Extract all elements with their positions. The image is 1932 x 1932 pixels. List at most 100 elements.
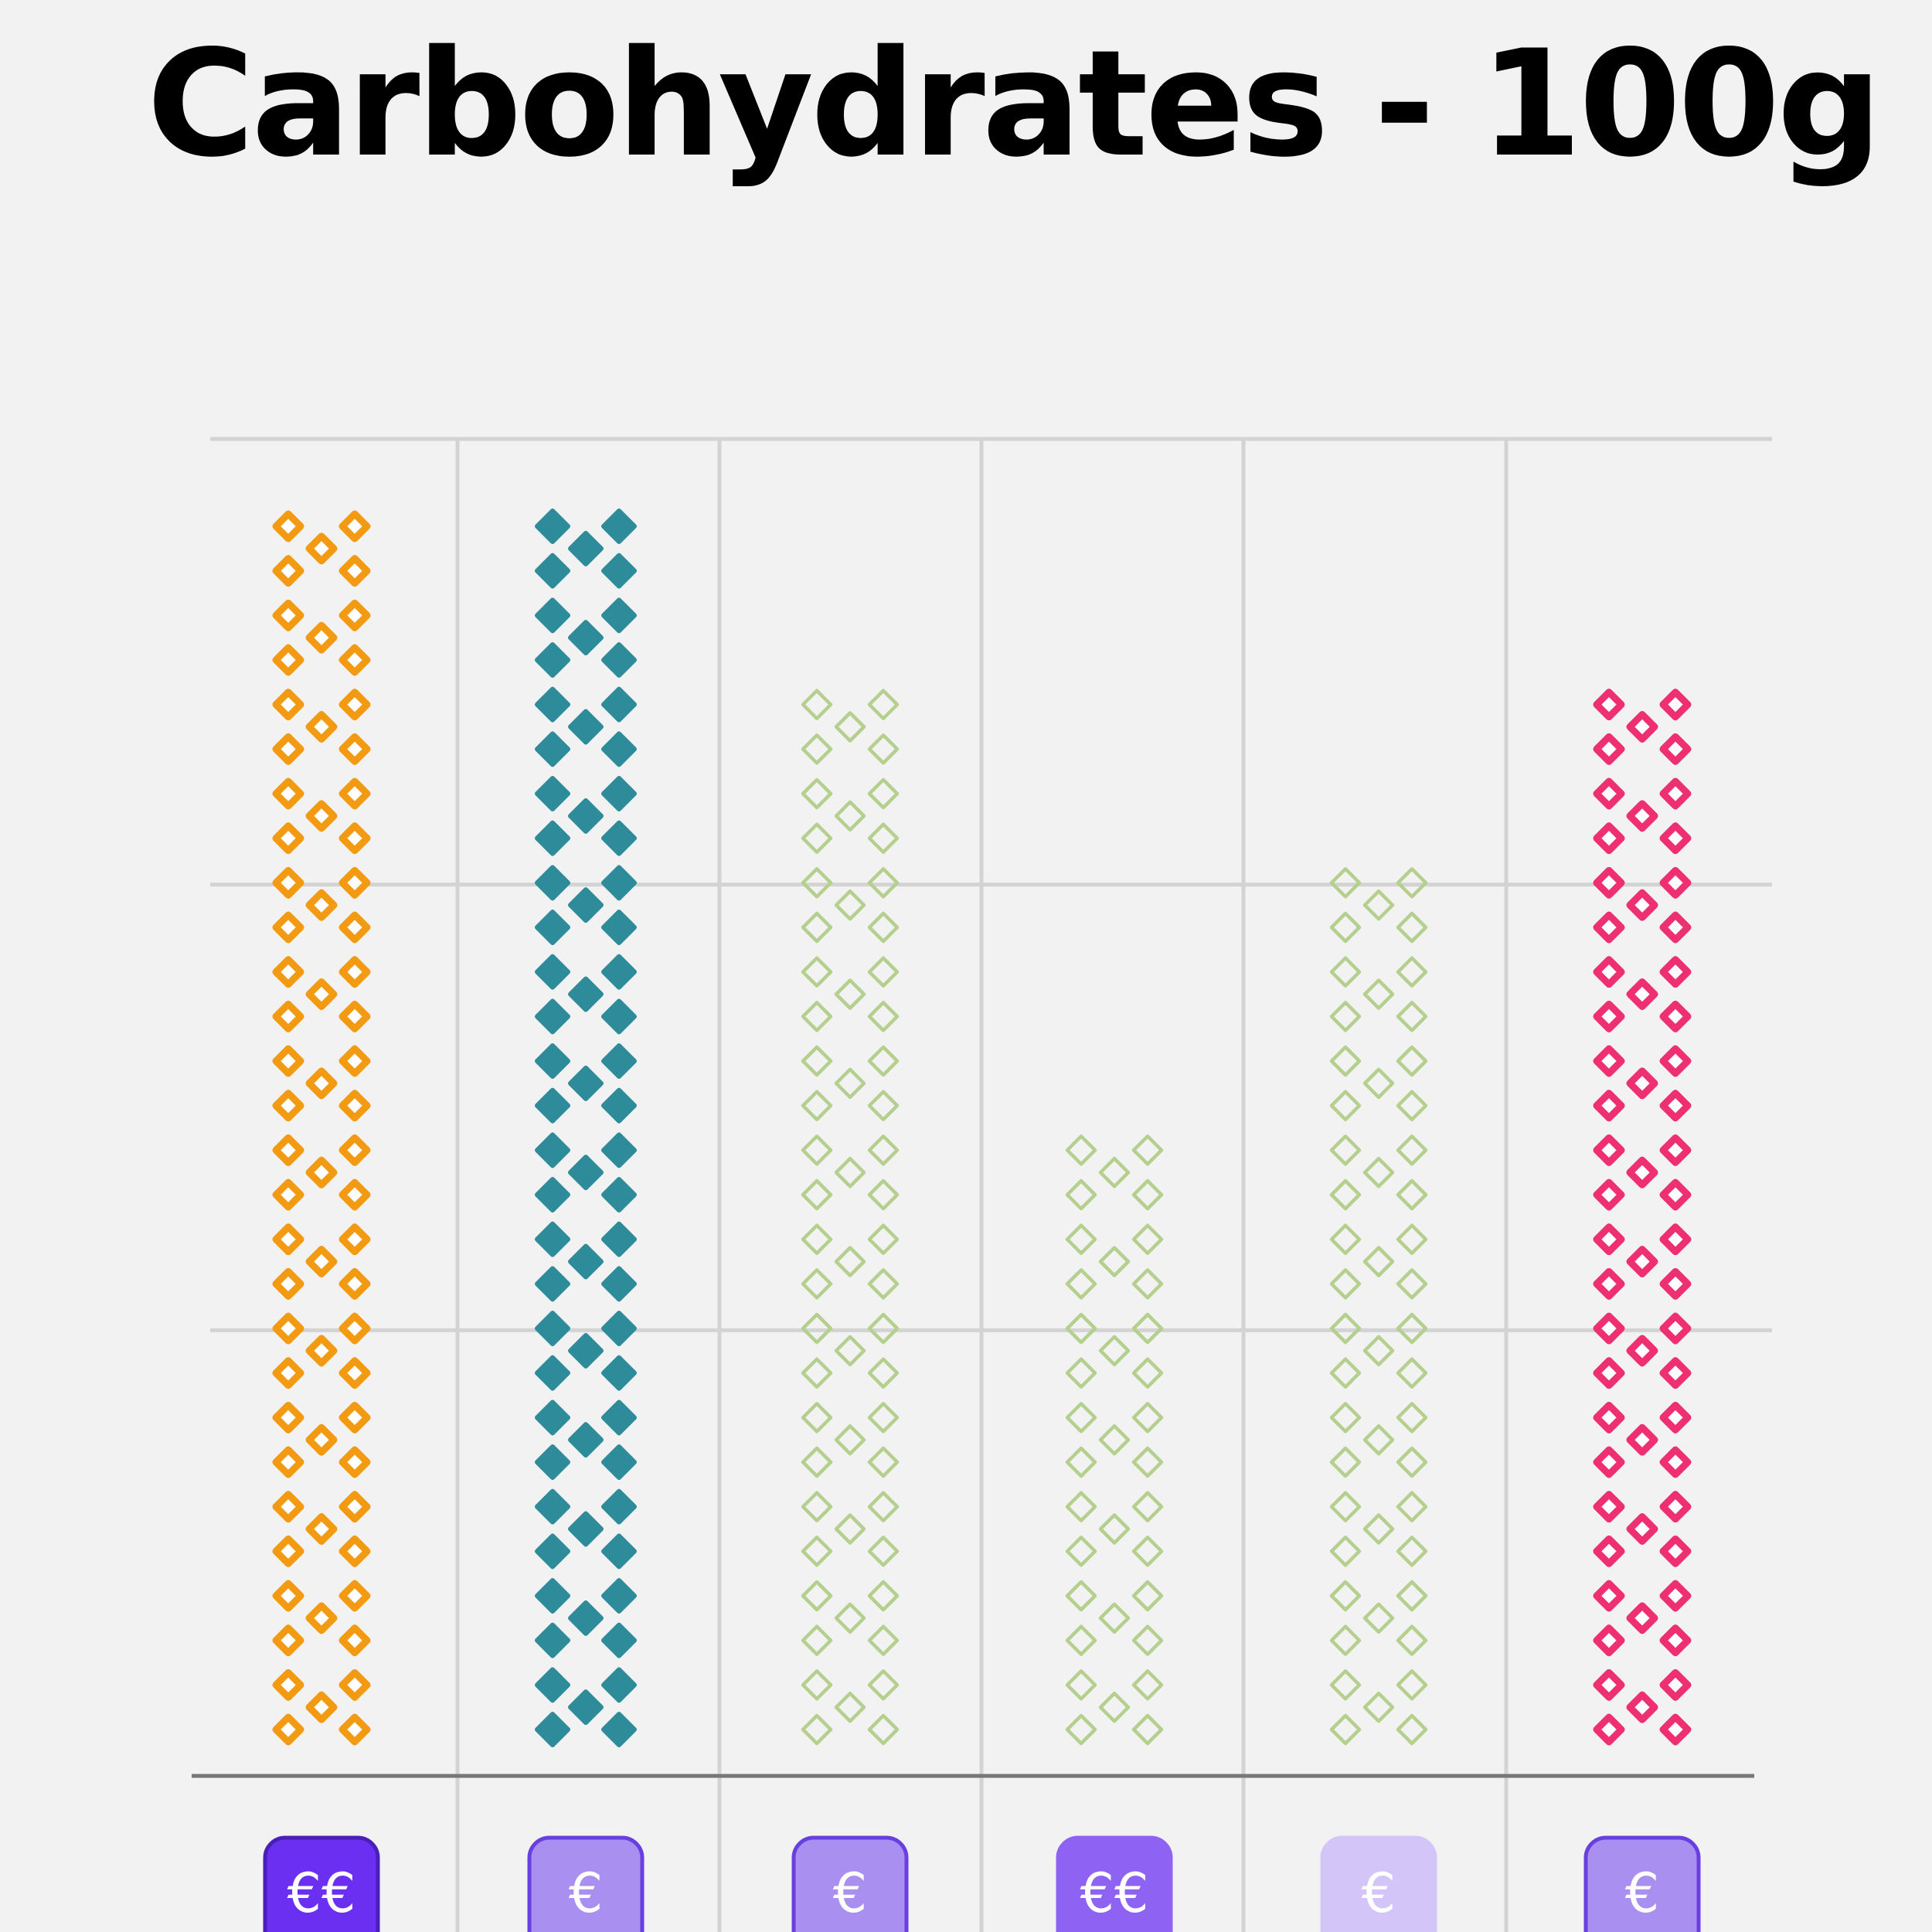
diamond-mark [1593,956,1625,988]
diamond-mark [272,822,304,855]
diamond-mark [272,733,304,765]
diamond-mark [272,599,304,631]
diamond-mark [867,1312,900,1345]
diamond-mark [1362,1423,1395,1456]
diamond-mark [535,1578,570,1614]
diamond-mark [272,1312,304,1345]
diamond-mark [1593,1312,1625,1345]
diamond-mark [801,1179,833,1211]
diamond-mark [1396,1713,1428,1746]
diamond-mark [1593,866,1625,899]
diamond-mark [305,1067,338,1100]
diamond-mark [1626,1423,1658,1456]
diamond-mark [1329,956,1362,988]
diamond-mark [568,1155,604,1191]
diamond-mark [338,1312,371,1345]
diamond-mark [1362,1602,1395,1634]
diamond-mark [1659,1446,1692,1478]
diamond-mark [272,1580,304,1612]
diamond-mark [1659,1580,1692,1612]
diamond-mark [305,1246,338,1277]
diamond-mark [1593,1491,1625,1523]
diamond-mark [1659,1312,1692,1345]
diamond-mark [1659,1045,1692,1077]
badge-box [527,1835,645,1932]
diamond-mark [1593,1045,1625,1077]
diamond-mark [1659,911,1692,944]
diamond-mark [1329,1713,1362,1746]
diamond-mark [1626,1691,1658,1723]
diamond-mark [305,978,338,1010]
diamond-mark [535,597,570,634]
diamond-mark [834,1513,866,1545]
diamond-mark [601,509,637,544]
diamond-mark [272,510,304,543]
diamond-mark [1396,1045,1428,1077]
diamond-mark [568,1422,604,1458]
badge-box [791,1835,909,1932]
diamond-mark [338,911,371,944]
diamond-mark [1659,1401,1692,1434]
diamond-mark [535,1087,570,1124]
diamond-mark [338,1446,371,1478]
bar-3 [801,689,900,1746]
diamond-mark [272,956,304,988]
diamond-mark [338,510,371,543]
diamond-mark [272,1090,304,1122]
diamond-mark [305,1156,338,1189]
diamond-mark [801,867,833,899]
bar-marks [272,509,1692,1747]
diamond-mark [1593,1580,1625,1612]
diamond-mark [834,1156,866,1189]
diamond-mark [1362,1335,1395,1367]
diamond-mark [867,1223,900,1255]
diamond-mark [1659,1624,1692,1657]
diamond-mark [272,1491,304,1523]
diamond-mark [535,1043,570,1079]
diamond-mark [535,509,570,544]
diamond-mark [535,1177,570,1213]
diamond-mark [1659,1179,1692,1211]
diamond-mark [601,910,637,945]
badge-label: € [569,1862,604,1925]
diamond-mark [1593,1134,1625,1166]
diamond-mark [1362,978,1395,1010]
diamond-mark [1131,1491,1164,1522]
diamond-mark [272,1401,304,1434]
diamond-mark [272,1713,304,1746]
diamond-mark [867,1001,900,1032]
diamond-mark [272,866,304,899]
badge-label: € [833,1862,868,1925]
diamond-mark [834,1691,866,1723]
diamond-mark [801,1223,833,1255]
diamond-mark [1065,1134,1097,1166]
diamond-mark [1659,1713,1692,1746]
diamond-mark [867,1624,900,1656]
diamond-mark [338,1357,371,1389]
diamond-mark [1396,1134,1428,1166]
diamond-mark [1593,733,1625,765]
diamond-mark [1065,1223,1097,1255]
diamond-mark [867,1491,900,1522]
diamond-mark [601,1043,637,1079]
diamond-mark [1065,1491,1097,1522]
diamond-mark [867,1179,900,1211]
diamond-mark [1329,1491,1362,1522]
diamond-mark [1098,1335,1131,1367]
diamond-mark [1626,1335,1658,1367]
diamond-mark [1329,1357,1362,1389]
diamond-mark [1659,1267,1692,1300]
diamond-mark [305,532,338,565]
diamond-mark [1396,1223,1428,1255]
diamond-mark [535,1444,570,1480]
grid-lines [192,437,1772,1932]
diamond-mark [601,1355,637,1391]
diamond-mark [338,1267,371,1300]
diamond-mark [867,1134,900,1166]
diamond-mark [834,978,866,1010]
diamond-mark [535,1533,570,1570]
diamond-mark [338,1713,371,1746]
diamond-mark [1396,1312,1428,1345]
diamond-mark [834,711,866,743]
diamond-mark [535,910,570,945]
